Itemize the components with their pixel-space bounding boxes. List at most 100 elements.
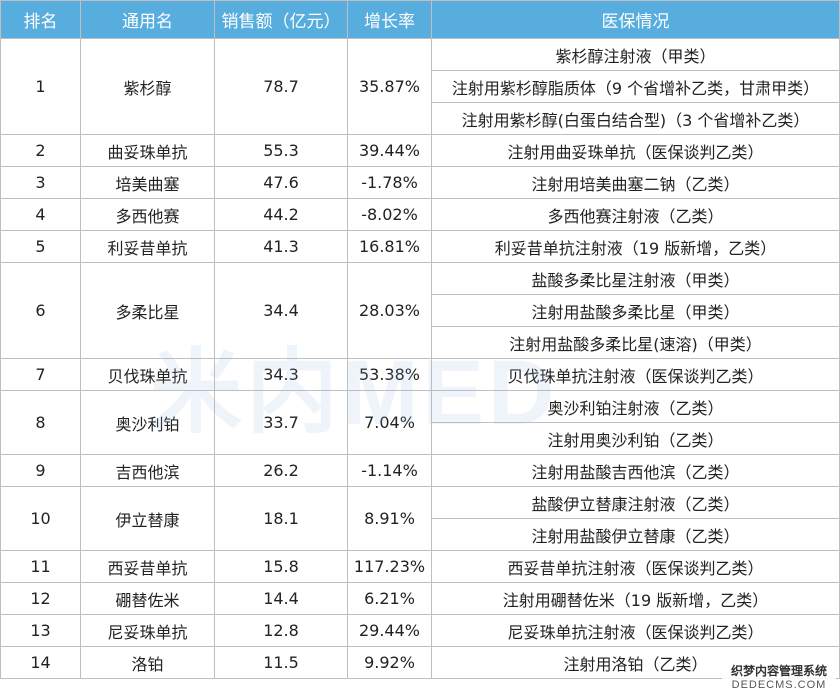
header-generic-name: 通用名 [80, 0, 215, 39]
sales-cell: 33.7 [214, 390, 348, 455]
insurance-cell: 盐酸伊立替康注射液（乙类） [431, 486, 840, 519]
generic-name-cell: 多柔比星 [80, 262, 215, 359]
growth-cell: 39.44% [347, 134, 432, 167]
insurance-cell: 注射用奥沙利铂（乙类） [431, 422, 840, 455]
insurance-cell: 注射用盐酸吉西他滨（乙类） [431, 454, 840, 487]
table-row: 注射用紫杉醇(白蛋白结合型)（3 个省增补乙类） [1, 102, 840, 135]
rank-cell: 4 [0, 198, 81, 231]
growth-cell: 28.03% [347, 262, 432, 359]
generic-name-cell: 西妥昔单抗 [80, 550, 215, 583]
generic-name-cell: 洛铂 [80, 646, 215, 679]
insurance-cell: 注射用盐酸多柔比星(速溶)（甲类） [431, 326, 840, 359]
growth-cell: 9.92% [347, 646, 432, 679]
insurance-cell: 尼妥珠单抗注射液（医保谈判乙类） [431, 614, 840, 647]
rank-cell: 12 [0, 582, 81, 615]
growth-cell: -8.02% [347, 198, 432, 231]
insurance-cell: 注射用培美曲塞二钠（乙类） [431, 166, 840, 199]
growth-cell: 35.87% [347, 38, 432, 135]
header-growth: 增长率 [347, 0, 432, 39]
insurance-cell: 奥沙利铂注射液（乙类） [431, 390, 840, 423]
growth-cell: 7.04% [347, 390, 432, 455]
table-row: 5 利妥昔单抗 41.3 16.81% 利妥昔单抗注射液（19 版新增，乙类） [0, 230, 840, 263]
table-row: 12 硼替佐米 14.4 6.21% 注射用硼替佐米（19 版新增，乙类） [0, 582, 840, 615]
insurance-cell: 注射用盐酸多柔比星（甲类） [431, 294, 840, 327]
growth-cell: 16.81% [347, 230, 432, 263]
generic-name-cell: 硼替佐米 [80, 582, 215, 615]
table-row: 注射用盐酸伊立替康（乙类） [1, 518, 840, 551]
growth-cell: 6.21% [347, 582, 432, 615]
table-row: 10 伊立替康 18.1 8.91% 盐酸伊立替康注射液（乙类） [0, 486, 840, 551]
table-row: 11 西妥昔单抗 15.8 117.23% 西妥昔单抗注射液（医保谈判乙类） [0, 550, 840, 583]
table-row: 13 尼妥珠单抗 12.8 29.44% 尼妥珠单抗注射液（医保谈判乙类） [0, 614, 840, 647]
insurance-cell: 利妥昔单抗注射液（19 版新增，乙类） [431, 230, 840, 263]
rank-cell: 11 [0, 550, 81, 583]
table-row: 8 奥沙利铂 33.7 7.04% 奥沙利铂注射液（乙类） [0, 390, 840, 455]
growth-cell: 8.91% [347, 486, 432, 551]
generic-name-cell: 培美曲塞 [80, 166, 215, 199]
header-rank: 排名 [0, 0, 81, 39]
header-sales: 销售额（亿元） [214, 0, 348, 39]
insurance-cell: 注射用紫杉醇(白蛋白结合型)（3 个省增补乙类） [431, 102, 840, 135]
drug-sales-table: 排名 通用名 销售额（亿元） 增长率 医保情况 1 紫杉醇 78.7 35.87% 紫杉… [0, 0, 840, 679]
rank-cell: 8 [0, 390, 81, 455]
sales-cell: 12.8 [214, 614, 348, 647]
growth-cell: -1.14% [347, 454, 432, 487]
sales-cell: 11.5 [214, 646, 348, 679]
rank-cell: 5 [0, 230, 81, 263]
rank-cell: 10 [0, 486, 81, 551]
generic-name-cell: 利妥昔单抗 [80, 230, 215, 263]
generic-name-cell: 伊立替康 [80, 486, 215, 551]
sales-cell: 34.4 [214, 262, 348, 359]
stamp-line-2: DEDECMS.COM [731, 679, 827, 691]
growth-cell: 53.38% [347, 358, 432, 391]
rank-cell: 1 [0, 38, 81, 135]
table-row: 注射用奥沙利铂（乙类） [1, 422, 840, 455]
generic-name-cell: 多西他赛 [80, 198, 215, 231]
rank-cell: 7 [0, 358, 81, 391]
generic-name-cell: 紫杉醇 [80, 38, 215, 135]
table-row: 6 多柔比星 34.4 28.03% 盐酸多柔比星注射液（甲类） [0, 262, 840, 359]
insurance-cell: 贝伐珠单抗注射液（医保谈判乙类） [431, 358, 840, 391]
growth-cell: 29.44% [347, 614, 432, 647]
sales-cell: 26.2 [214, 454, 348, 487]
table-body: 1 紫杉醇 78.7 35.87% 紫杉醇注射液（甲类） 注射用紫杉醇脂质体（9 个省增补… [0, 38, 840, 679]
sales-cell: 44.2 [214, 198, 348, 231]
sales-cell: 41.3 [214, 230, 348, 263]
insurance-cell: 西妥昔单抗注射液（医保谈判乙类） [431, 550, 840, 583]
insurance-cell: 注射用紫杉醇脂质体（9 个省增补乙类，甘肃甲类） [431, 70, 840, 103]
table-row: 1 紫杉醇 78.7 35.87% 紫杉醇注射液（甲类） [0, 38, 840, 135]
table-row: 注射用盐酸多柔比星(速溶)（甲类） [1, 326, 840, 359]
sales-cell: 55.3 [214, 134, 348, 167]
table-row: 2 曲妥珠单抗 55.3 39.44% 注射用曲妥珠单抗（医保谈判乙类） [0, 134, 840, 167]
header-row: 排名 通用名 销售额（亿元） 增长率 医保情况 [0, 0, 840, 39]
sales-cell: 78.7 [214, 38, 348, 135]
generic-name-cell: 奥沙利铂 [80, 390, 215, 455]
generic-name-cell: 贝伐珠单抗 [80, 358, 215, 391]
table-row: 3 培美曲塞 47.6 -1.78% 注射用培美曲塞二钠（乙类） [0, 166, 840, 199]
rank-cell: 9 [0, 454, 81, 487]
growth-cell: -1.78% [347, 166, 432, 199]
insurance-cell: 注射用硼替佐米（19 版新增，乙类） [431, 582, 840, 615]
insurance-cell: 多西他赛注射液（乙类） [431, 198, 840, 231]
insurance-cell: 紫杉醇注射液（甲类） [431, 38, 840, 71]
generic-name-cell: 尼妥珠单抗 [80, 614, 215, 647]
sales-cell: 18.1 [214, 486, 348, 551]
table-row: 4 多西他赛 44.2 -8.02% 多西他赛注射液（乙类） [0, 198, 840, 231]
growth-cell: 117.23% [347, 550, 432, 583]
rank-cell: 2 [0, 134, 81, 167]
corner-watermark-stamp: 织梦内容管理系统 DEDECMS.COM [722, 664, 836, 692]
stamp-line-1: 织梦内容管理系统 [730, 664, 827, 678]
rank-cell: 6 [0, 262, 81, 359]
sales-cell: 14.4 [214, 582, 348, 615]
insurance-cell: 盐酸多柔比星注射液（甲类） [431, 262, 840, 295]
sales-cell: 34.3 [214, 358, 348, 391]
generic-name-cell: 曲妥珠单抗 [80, 134, 215, 167]
header-insurance: 医保情况 [431, 0, 840, 39]
generic-name-cell: 吉西他滨 [80, 454, 215, 487]
sales-cell: 15.8 [214, 550, 348, 583]
insurance-cell: 注射用曲妥珠单抗（医保谈判乙类） [431, 134, 840, 167]
table-row: 7 贝伐珠单抗 34.3 53.38% 贝伐珠单抗注射液（医保谈判乙类） [0, 358, 840, 391]
insurance-cell: 注射用盐酸伊立替康（乙类） [431, 518, 840, 551]
table-row: 9 吉西他滨 26.2 -1.14% 注射用盐酸吉西他滨（乙类） [0, 454, 840, 487]
rank-cell: 13 [0, 614, 81, 647]
